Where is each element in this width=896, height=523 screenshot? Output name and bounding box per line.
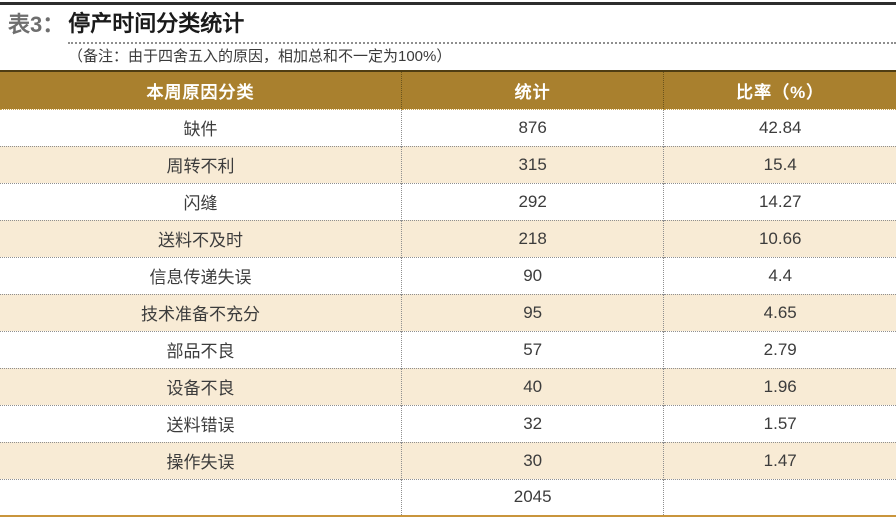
- cell-rate: 14.27: [663, 182, 896, 220]
- cell-rate: 1.96: [663, 367, 896, 405]
- cell-rate: 10.66: [663, 219, 896, 257]
- cell-category: 送料不及时: [0, 219, 402, 257]
- cell-category: 设备不良: [0, 367, 402, 405]
- cell-rate: 1.47: [663, 441, 896, 479]
- cell-rate: 4.4: [663, 256, 896, 294]
- cell-count: 315: [400, 145, 664, 183]
- cell-count: 57: [400, 330, 664, 368]
- total-row: 2045: [0, 478, 896, 516]
- table-row: 周转不利 315 15.4: [0, 145, 896, 183]
- cell-count: 40: [400, 367, 664, 405]
- title-row: 表3： 停产时间分类统计: [0, 8, 896, 44]
- table-row: 送料不及时 218 10.66: [0, 219, 896, 257]
- table-body: 缺件 876 42.84 周转不利 315 15.4 闪缝 292 14.27 …: [0, 109, 896, 516]
- header-row: 本周原因分类 统计 比率（%）: [0, 70, 896, 110]
- top-rule-divider: [0, 2, 896, 5]
- table-row: 操作失误 30 1.47: [0, 441, 896, 479]
- cell-rate: 1.57: [663, 404, 896, 442]
- cell-count: 90: [400, 256, 664, 294]
- cell-total-count: 2045: [400, 478, 664, 516]
- column-header-category: 本周原因分类: [0, 70, 402, 110]
- cell-rate: [663, 478, 896, 516]
- cell-category: [0, 478, 402, 516]
- cell-count: 292: [400, 182, 664, 220]
- downtime-stats-table: 本周原因分类 统计 比率（%） 缺件 876 42.84 周转不利 315 15…: [0, 70, 896, 517]
- cell-count: 218: [400, 219, 664, 257]
- cell-rate: 15.4: [663, 145, 896, 183]
- cell-category: 周转不利: [0, 145, 402, 183]
- cell-category: 技术准备不充分: [0, 293, 402, 331]
- table-note: （备注：由于四舍五入的原因，相加总和不一定为100%）: [68, 48, 452, 65]
- table-row: 闪缝 292 14.27: [0, 182, 896, 220]
- cell-count: 32: [400, 404, 664, 442]
- column-header-rate: 比率（%）: [663, 70, 896, 110]
- cell-count: 30: [400, 441, 664, 479]
- table-header: 本周原因分类 统计 比率（%）: [0, 70, 896, 110]
- cell-category: 缺件: [183, 120, 218, 139]
- cell-count: 876: [400, 109, 664, 146]
- table-row: 信息传递失误 90 4.4: [0, 256, 896, 294]
- table-row: 送料错误 32 1.57: [0, 404, 896, 442]
- table-row: 部品不良 57 2.79: [0, 330, 896, 368]
- cell-category: 部品不良: [0, 330, 402, 368]
- cell-category: 操作失误: [0, 441, 402, 479]
- cell-category: 闪缝: [0, 182, 402, 220]
- cell-rate: 2.79: [663, 330, 896, 368]
- table-row: 设备不良 40 1.96: [0, 367, 896, 405]
- table-number-label: 表3：: [8, 12, 65, 37]
- column-header-count: 统计: [400, 70, 664, 110]
- table-row: 缺件 876 42.84: [0, 109, 896, 146]
- cell-count: 95: [400, 293, 664, 331]
- table-row: 技术准备不充分 95 4.65: [0, 293, 896, 331]
- cell-rate: 42.84: [663, 109, 896, 146]
- cell-category: 信息传递失误: [0, 256, 402, 294]
- page-title: 停产时间分类统计: [68, 11, 245, 36]
- cell-rate: 4.65: [663, 293, 896, 331]
- cell-category: 送料错误: [0, 404, 402, 442]
- title-underline: 停产时间分类统计: [68, 9, 896, 44]
